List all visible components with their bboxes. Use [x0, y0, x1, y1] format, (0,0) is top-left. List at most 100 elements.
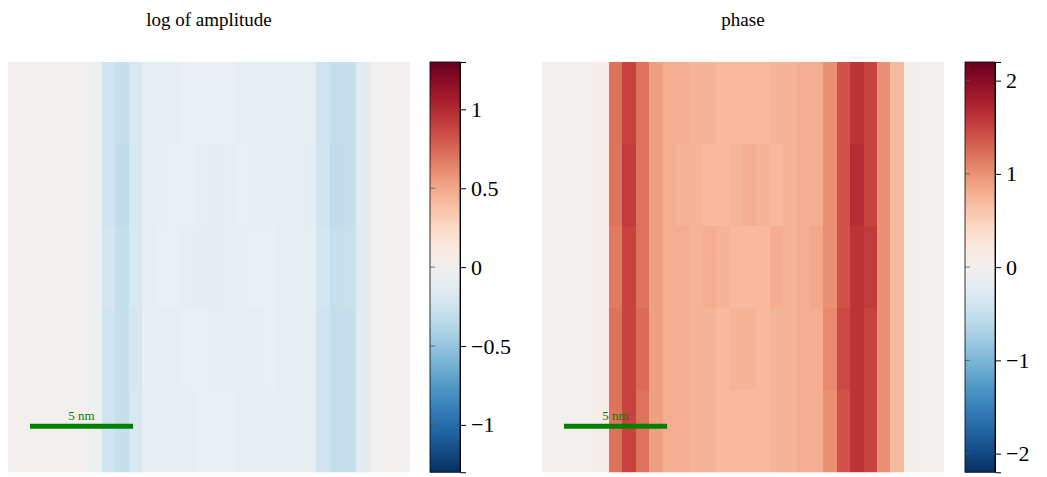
cell	[810, 308, 824, 391]
cell	[303, 390, 317, 472]
cell	[864, 62, 878, 145]
tick: −1	[995, 348, 1029, 373]
tick-label: 2	[1006, 68, 1017, 93]
cell	[622, 226, 636, 309]
cell	[316, 144, 330, 227]
cell	[75, 144, 89, 227]
cell	[263, 390, 277, 472]
cell	[663, 308, 677, 391]
cell	[676, 390, 690, 472]
cell	[837, 144, 851, 227]
cell	[129, 308, 143, 391]
cell	[236, 144, 250, 227]
cell	[810, 390, 824, 472]
cell	[289, 144, 303, 227]
tick: 0.5	[460, 176, 499, 201]
cell	[236, 226, 250, 309]
cell	[397, 226, 410, 309]
cell	[877, 390, 891, 472]
cell	[730, 226, 744, 309]
cell	[343, 390, 357, 472]
cell	[397, 308, 410, 391]
cell	[636, 62, 650, 145]
tick-label: 1	[471, 97, 482, 122]
cell	[88, 226, 102, 309]
cell	[88, 308, 102, 391]
cell	[21, 62, 35, 145]
cell	[609, 226, 623, 309]
cell	[316, 308, 330, 391]
cell	[8, 62, 22, 145]
tick: −0.5	[460, 334, 511, 359]
cell	[182, 308, 196, 391]
cell	[142, 144, 156, 227]
cell	[904, 308, 918, 391]
cell	[770, 144, 784, 227]
cell	[823, 144, 837, 227]
cell	[542, 308, 556, 391]
cell	[569, 144, 583, 227]
colorbar-axis: −1−0.500.51	[460, 63, 511, 473]
cell	[222, 144, 236, 227]
cell	[716, 226, 730, 309]
scale-bar-label: 5 nm	[68, 408, 94, 423]
cell	[850, 226, 864, 309]
scale-bar-label: 5 nm	[602, 408, 628, 423]
cell	[129, 390, 143, 472]
tick-mark	[430, 267, 435, 268]
cell	[676, 308, 690, 391]
cell	[770, 308, 784, 391]
cell	[649, 308, 663, 391]
cell	[370, 308, 384, 391]
colorbar	[430, 62, 460, 472]
cell	[289, 390, 303, 472]
cell	[249, 226, 263, 309]
cell	[837, 226, 851, 309]
cell	[783, 226, 797, 309]
cell	[716, 308, 730, 391]
cell	[649, 226, 663, 309]
cell	[797, 390, 811, 472]
cell	[196, 390, 210, 472]
cell	[542, 144, 556, 227]
cell	[102, 390, 116, 472]
cell	[743, 144, 757, 227]
cell	[182, 226, 196, 309]
cell	[35, 226, 49, 309]
tick: −2	[995, 441, 1029, 466]
cell	[770, 226, 784, 309]
panel-title: log of amplitude	[146, 9, 272, 30]
cell	[383, 308, 397, 391]
cell	[850, 62, 864, 145]
cell	[555, 62, 569, 145]
tick-mark	[430, 188, 435, 189]
cell	[75, 390, 89, 472]
cell	[931, 308, 944, 391]
tick: 0	[995, 255, 1017, 280]
cell	[21, 144, 35, 227]
cell	[703, 308, 717, 391]
cell	[850, 144, 864, 227]
cell	[142, 390, 156, 472]
cell	[356, 62, 370, 145]
cell	[88, 144, 102, 227]
cell	[62, 144, 76, 227]
tick-mark	[430, 109, 435, 110]
cell	[743, 226, 757, 309]
cell	[582, 226, 596, 309]
cell	[8, 144, 22, 227]
colorbar-inner-ticks	[965, 81, 970, 454]
cell	[343, 226, 357, 309]
cell	[596, 144, 610, 227]
colorbar-axis-line	[461, 63, 467, 473]
cell	[263, 144, 277, 227]
cell	[8, 308, 22, 391]
tick-label: 0	[1006, 255, 1017, 280]
cell	[689, 226, 703, 309]
cell	[756, 62, 770, 145]
cell	[542, 390, 556, 472]
cell	[276, 308, 290, 391]
tick-label: −1	[1006, 348, 1029, 373]
cell	[8, 226, 22, 309]
cell	[890, 308, 904, 391]
